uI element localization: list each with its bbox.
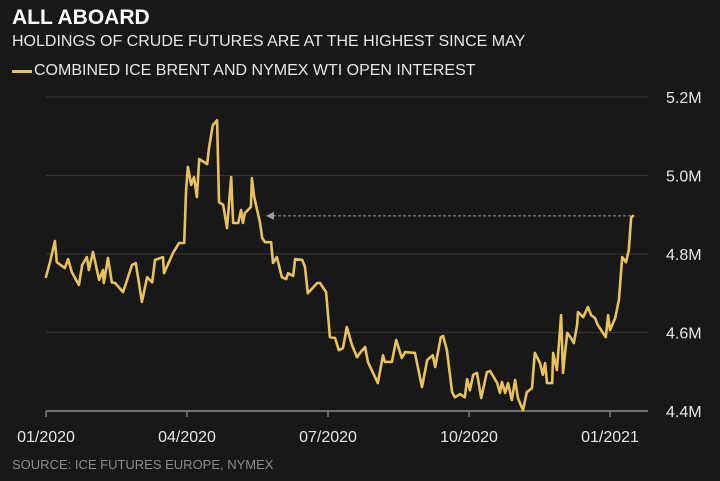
legend-label: COMBINED ICE BRENT AND NYMEX WTI OPEN IN… bbox=[34, 62, 476, 79]
annotation-arrow-head bbox=[265, 211, 274, 220]
x-tick-label: 07/2020 bbox=[299, 429, 357, 446]
y-tick-label: 5.2M bbox=[666, 90, 702, 107]
chart-subtitle: HOLDINGS OF CRUDE FUTURES ARE AT THE HIG… bbox=[12, 33, 526, 50]
y-tick-label: 4.8M bbox=[666, 247, 702, 264]
x-tick-label: 01/2020 bbox=[17, 429, 75, 446]
source-note: SOURCE: ICE FUTURES EUROPE, NYMEX bbox=[12, 457, 274, 472]
chart-title: ALL ABOARD bbox=[12, 6, 150, 29]
x-tick-label: 10/2020 bbox=[440, 429, 498, 446]
y-tick-label: 4.4M bbox=[666, 404, 702, 421]
y-tick-label: 4.6M bbox=[666, 326, 702, 343]
y-tick-label: 5.0M bbox=[666, 169, 702, 186]
series-line-open-interest bbox=[44, 118, 635, 412]
legend-swatch bbox=[12, 69, 32, 73]
legend: COMBINED ICE BRENT AND NYMEX WTI OPEN IN… bbox=[12, 62, 476, 80]
x-tick-label: 01/2021 bbox=[581, 429, 639, 446]
x-tick-label: 04/2020 bbox=[158, 429, 216, 446]
